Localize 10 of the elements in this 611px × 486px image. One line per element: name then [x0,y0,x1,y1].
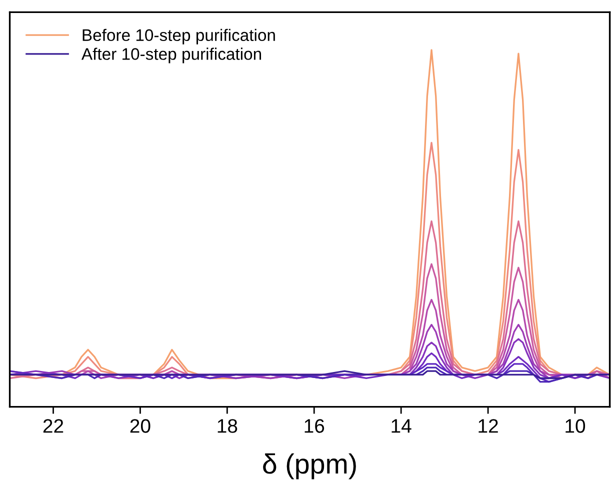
x-tick-label: 16 [304,419,324,433]
x-tick-label: 14 [392,419,412,433]
x-tick-label: 18 [218,419,238,433]
legend-label: After 10-step purification [81,48,262,64]
x-tick-label: 10 [566,419,586,433]
x-tick-label: 22 [43,419,64,433]
x-axis-title: δ (ppm) [263,453,356,480]
x-tick-label: 12 [478,419,498,433]
legend-label: Before 10-step purification [82,28,275,44]
x-tick-label: 20 [130,419,150,433]
